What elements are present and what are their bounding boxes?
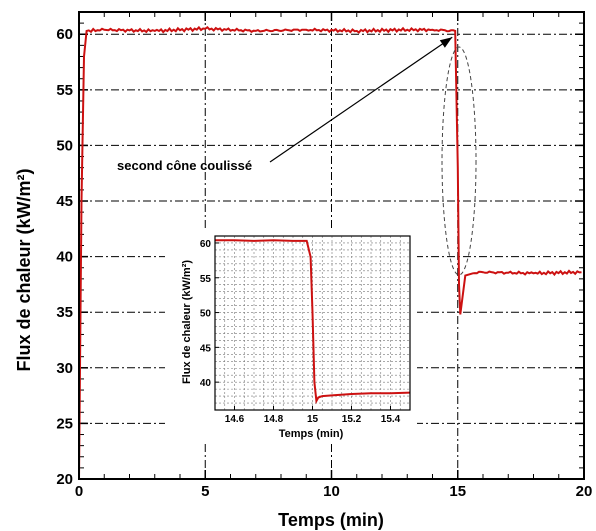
inset-x-tick-label: 15 <box>307 414 319 425</box>
annotation <box>269 36 477 276</box>
inset-plot-frame <box>214 235 411 411</box>
inset-y-tick-label: 60 <box>200 239 212 250</box>
inset-x-tick-label: 14.8 <box>264 414 284 425</box>
inset-y-tick-label: 55 <box>200 274 212 285</box>
inset-series-line <box>215 239 411 405</box>
inset-y-tick-label: 40 <box>200 378 212 389</box>
main-x-tick-label: 20 <box>576 483 593 500</box>
main-y-tick-label: 30 <box>56 360 73 377</box>
inset-y-axis-title: Flux de chaleur (kW/m²) <box>181 260 193 384</box>
main-x-tick-label: 5 <box>201 483 209 500</box>
inset-tick-labels: 14.6 14.8 15 15.2 15.4 40 45 50 55 60 <box>200 239 401 425</box>
main-y-tick-label: 50 <box>56 137 73 154</box>
inset-x-tick-label: 14.6 <box>225 414 245 425</box>
inset-chart: 14.6 14.8 15 15.2 15.4 40 45 50 55 60 Temps (min)… <box>165 228 417 442</box>
main-y-tick-label: 20 <box>56 471 73 488</box>
inset-x-axis-title: Temps (min) <box>279 428 344 440</box>
inset-series <box>215 239 411 405</box>
inset-x-tick-label: 15.4 <box>381 414 401 425</box>
main-y-tick-label: 35 <box>56 304 73 321</box>
main-y-tick-label: 25 <box>56 415 73 432</box>
main-x-tick-label: 15 <box>449 483 466 500</box>
inset-y-tick-label: 45 <box>200 343 212 354</box>
main-x-tick-label: 10 <box>323 483 340 500</box>
x-axis-title: Temps (min) <box>278 510 384 530</box>
y-axis-title: Flux de chaleur (kW/m²) <box>14 168 34 371</box>
main-y-tick-label: 40 <box>56 249 73 266</box>
inset-x-tick-label: 15.2 <box>342 414 362 425</box>
main-plot-frame <box>78 11 585 480</box>
main-y-tick-label: 55 <box>56 82 73 99</box>
highlight-ellipse <box>441 46 477 276</box>
annotation-arrow-head <box>439 37 453 48</box>
main-tick-labels: 0 5 10 15 20 20 25 30 35 40 45 50 55 60 <box>56 26 592 500</box>
main-y-tick-label: 60 <box>56 26 73 43</box>
annotation-arrow-line <box>269 36 453 163</box>
main-y-tick-label: 45 <box>56 193 73 210</box>
annotation-text: second cône coulissé <box>117 158 252 173</box>
inset-y-tick-label: 50 <box>200 309 212 320</box>
main-series <box>78 25 582 480</box>
main-x-tick-label: 0 <box>75 483 83 500</box>
main-series-line <box>78 25 582 480</box>
